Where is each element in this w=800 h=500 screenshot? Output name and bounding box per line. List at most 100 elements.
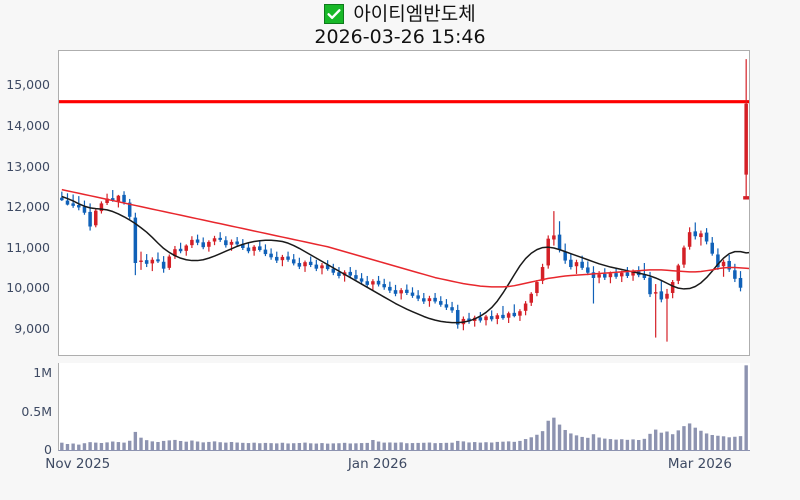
volume-bar	[280, 442, 285, 450]
volume-bar	[325, 443, 330, 450]
volume-bar	[416, 442, 420, 450]
volume-bar	[461, 441, 466, 450]
volume-bar	[608, 439, 613, 450]
candlestick	[569, 253, 573, 270]
volume-bar	[122, 442, 126, 450]
volume-bar	[495, 441, 500, 450]
candlestick	[642, 262, 647, 281]
volume-bar	[620, 439, 624, 450]
candlestick	[291, 254, 296, 266]
candlestick	[371, 279, 375, 291]
candlestick	[173, 245, 177, 259]
candlestick	[269, 248, 273, 260]
volume-bar	[473, 442, 477, 450]
volume-bar	[229, 441, 234, 450]
candlestick	[201, 237, 205, 250]
volume-bar	[427, 442, 432, 450]
volume-bar	[292, 443, 296, 450]
candlestick	[127, 198, 132, 220]
candlestick	[410, 287, 415, 298]
volume-bar	[518, 440, 522, 450]
price-chart-svg	[59, 59, 749, 342]
volume-bar	[297, 442, 302, 450]
volume-bar	[405, 443, 409, 450]
candlestick	[252, 245, 256, 256]
volume-bar	[422, 442, 426, 450]
volume-tick-label: 0.5M	[21, 403, 52, 419]
volume-bar	[563, 429, 567, 450]
price-chart-panel[interactable]	[58, 50, 750, 356]
volume-bar	[727, 437, 731, 450]
volume-bar	[529, 437, 533, 450]
volume-chart-panel[interactable]	[58, 363, 750, 451]
volume-bar	[376, 441, 381, 450]
volume-bar	[721, 436, 726, 450]
volume-bar	[591, 434, 596, 450]
candlestick	[512, 304, 517, 318]
volume-bar	[195, 441, 200, 450]
volume-bar	[320, 443, 324, 450]
volume-bar	[105, 442, 109, 450]
volume-bar	[241, 442, 245, 450]
candlestick	[682, 245, 686, 268]
candlestick	[727, 254, 731, 272]
candlestick	[337, 267, 341, 279]
candlestick	[422, 292, 426, 304]
current-price-marker	[743, 196, 749, 200]
candlestick	[461, 316, 466, 331]
candlestick	[693, 222, 698, 240]
candlestick	[308, 256, 313, 268]
volume-bar	[82, 443, 87, 450]
volume-bar	[337, 443, 341, 450]
candlestick	[178, 242, 183, 254]
candlestick	[710, 237, 714, 256]
volume-bar	[710, 434, 714, 450]
candlestick	[161, 256, 166, 273]
candlestick	[94, 208, 98, 228]
volume-tick-label: 1M	[33, 365, 52, 380]
candlestick	[653, 284, 658, 338]
candlestick	[489, 310, 494, 322]
candlestick	[388, 281, 392, 293]
volume-bar	[178, 440, 183, 450]
volume-bar	[269, 443, 273, 450]
candlestick	[603, 268, 607, 281]
volume-bar	[637, 439, 641, 450]
volume-bar	[642, 438, 647, 450]
candlestick	[303, 260, 307, 272]
candlestick	[393, 284, 398, 297]
check-icon[interactable]	[324, 4, 345, 24]
candlestick	[501, 305, 505, 320]
volume-bar	[235, 442, 239, 450]
volume-bar	[699, 430, 703, 450]
price-tick-label: 15,000	[6, 77, 50, 93]
volume-bar	[258, 443, 262, 450]
candlestick	[144, 254, 149, 268]
candlestick	[484, 314, 488, 326]
candlestick	[455, 304, 460, 329]
candlestick	[586, 261, 590, 276]
candlestick	[665, 288, 669, 342]
candlestick	[274, 251, 279, 263]
candlestick	[190, 236, 194, 248]
volume-bar	[111, 441, 115, 450]
candlestick	[540, 263, 545, 285]
candlestick	[433, 292, 437, 304]
volume-bar	[150, 441, 155, 450]
volume-bar	[512, 441, 516, 450]
candlestick	[659, 280, 664, 303]
volume-bar	[133, 431, 138, 450]
candlestick	[207, 240, 211, 252]
volume-bar	[303, 442, 307, 450]
candlestick	[614, 267, 618, 279]
candlestick	[376, 275, 381, 287]
volume-bar	[614, 439, 618, 450]
volume-bar	[546, 420, 550, 450]
candlestick	[523, 301, 528, 316]
volume-bar	[716, 435, 720, 450]
volume-bar	[535, 434, 539, 450]
volume-bar	[574, 435, 579, 450]
volume-bar	[540, 431, 545, 450]
volume-bar	[450, 442, 454, 450]
volume-bar	[704, 433, 709, 450]
